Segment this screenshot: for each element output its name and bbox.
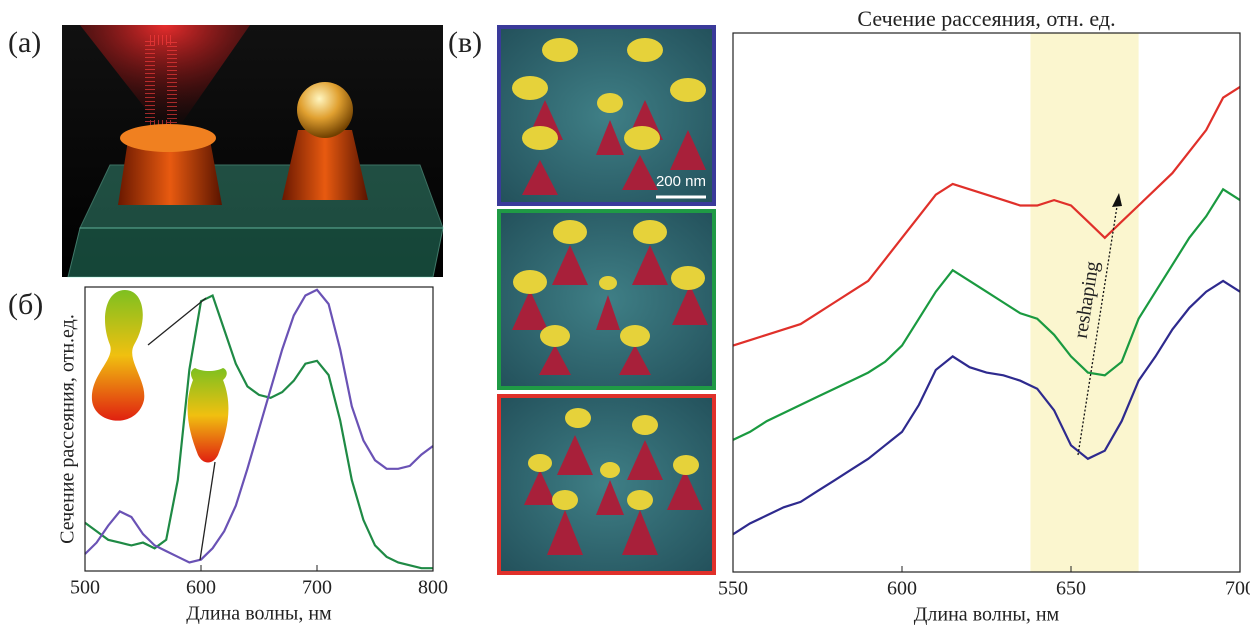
- y-axis-label: Сечение рассеяния, отн.ед.: [57, 314, 79, 544]
- x-tick-label: 500: [70, 577, 100, 599]
- x-tick-label: 700: [1225, 578, 1250, 600]
- x-tick-label: 700: [302, 577, 332, 599]
- render-3d: [62, 25, 443, 277]
- scale-caption: 200 nm: [656, 173, 706, 190]
- series-line: [733, 87, 1240, 346]
- inset-arrow: [200, 462, 215, 560]
- x-tick-label: 550: [718, 578, 748, 600]
- inset-shape: [188, 368, 229, 463]
- x-tick-label: 650: [1056, 578, 1086, 600]
- inset-shape: [92, 290, 144, 421]
- x-tick-label: 800: [418, 577, 448, 599]
- plot-frame: [733, 33, 1240, 572]
- panel-label: (в): [448, 26, 482, 59]
- chart-title: Сечение рассеяния, отн. ед.: [857, 6, 1115, 31]
- x-tick-label: 600: [186, 577, 216, 599]
- sem-images: 200 nm: [499, 27, 714, 573]
- x-axis-label: Длина волны, нм: [914, 604, 1060, 626]
- panel-label: (б): [8, 288, 43, 321]
- x-axis-label: Длина волны, нм: [186, 603, 332, 625]
- panel-label: (а): [8, 26, 41, 59]
- figure: 200 nm (а) (б) (в) 500 600 700 800 Длина вол…: [0, 0, 1250, 629]
- x-tick-label: 600: [887, 578, 917, 600]
- series-line: [733, 189, 1240, 440]
